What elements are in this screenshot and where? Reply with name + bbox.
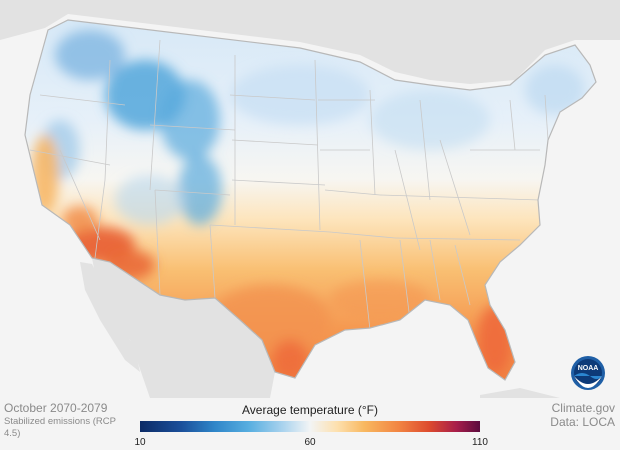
period-label: October 2070-2079	[4, 401, 108, 415]
noaa-logo-text: NOAA	[578, 365, 599, 372]
color-scale-bar	[140, 421, 480, 432]
canada-landmass	[0, 0, 620, 84]
legend-max-label: 110	[472, 437, 488, 448]
cuba-island	[480, 388, 560, 398]
legend-min-label: 10	[134, 437, 146, 448]
mexico-landmass	[92, 258, 275, 398]
state-boundaries	[29, 39, 549, 331]
temperature-map: NOAA	[0, 0, 620, 398]
noaa-logo: NOAA	[571, 356, 605, 390]
data-source: Data: LOCA	[550, 415, 615, 429]
legend-mid-label: 60	[304, 437, 316, 448]
legend-title: Average temperature (°F)	[242, 403, 378, 417]
baja-peninsula	[80, 262, 140, 372]
scenario-label: Stabilized emissions (RCP 4.5)	[4, 416, 116, 439]
source-site: Climate.gov	[551, 401, 615, 415]
